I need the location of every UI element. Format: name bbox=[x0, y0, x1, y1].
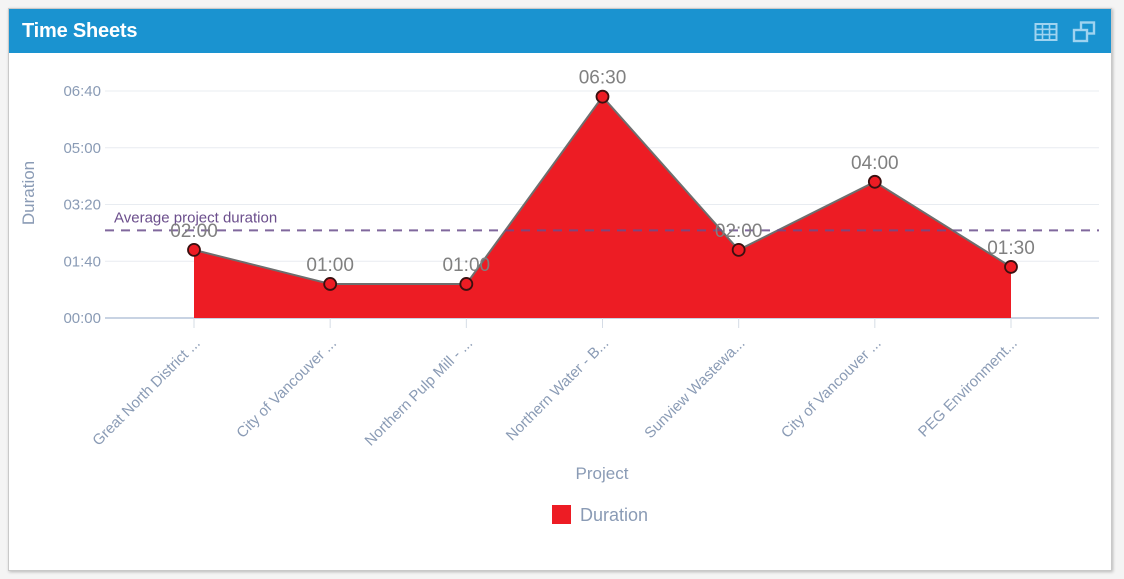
x-tick-label: Northern Water - B... bbox=[503, 335, 612, 444]
y-tick-label: 05:00 bbox=[63, 140, 101, 157]
panel-title: Time Sheets bbox=[22, 20, 138, 42]
y-axis-title: Duration bbox=[19, 161, 38, 225]
data-point[interactable] bbox=[1004, 260, 1018, 274]
y-tick-label: 00:00 bbox=[63, 310, 101, 327]
data-point[interactable] bbox=[595, 89, 610, 104]
y-tick-label: 01:40 bbox=[63, 253, 101, 270]
data-label: 02:00 bbox=[170, 221, 218, 242]
data-point[interactable] bbox=[459, 277, 474, 291]
x-tick-label: PEG Environment... bbox=[915, 335, 1021, 441]
x-tick-label: City of Vancouver ... bbox=[233, 335, 340, 442]
table-view-icon[interactable] bbox=[1034, 21, 1058, 43]
legend-swatch-duration[interactable] bbox=[552, 505, 571, 524]
legend[interactable]: Duration bbox=[552, 505, 648, 525]
panel-header: Time Sheets bbox=[9, 9, 1111, 53]
data-label: 01:00 bbox=[443, 255, 491, 276]
average-reference-label: Average project duration bbox=[114, 209, 277, 226]
data-label: 01:00 bbox=[306, 255, 354, 276]
popout-window-icon[interactable] bbox=[1072, 21, 1096, 43]
x-tick-label: City of Vancouver ... bbox=[778, 335, 885, 442]
duration-area bbox=[194, 96, 1011, 318]
data-label: 06:30 bbox=[579, 68, 627, 89]
data-point[interactable] bbox=[731, 242, 746, 257]
time-sheets-panel: Time Sheets 00:00 01:40 03:20 05:00 06:40 Du… bbox=[8, 8, 1112, 571]
data-point[interactable] bbox=[187, 242, 201, 257]
data-label: 04:00 bbox=[851, 153, 899, 174]
x-tick-label: Sunview Wastewa... bbox=[641, 335, 748, 442]
x-axis-title: Project bbox=[576, 464, 629, 483]
x-tick-label: Northern Pulp Mill - ... bbox=[362, 335, 477, 450]
data-point[interactable] bbox=[323, 277, 338, 291]
duration-area-chart: 00:00 01:40 03:20 05:00 06:40 Duration Avera… bbox=[19, 68, 1099, 525]
data-label: 02:00 bbox=[715, 221, 763, 242]
y-tick-label: 06:40 bbox=[63, 83, 101, 100]
x-tick-label: Great North District ... bbox=[89, 335, 204, 450]
data-label: 01:30 bbox=[987, 238, 1035, 259]
legend-label-duration[interactable]: Duration bbox=[580, 505, 648, 525]
data-point[interactable] bbox=[867, 174, 882, 189]
y-tick-label: 03:20 bbox=[63, 197, 101, 214]
